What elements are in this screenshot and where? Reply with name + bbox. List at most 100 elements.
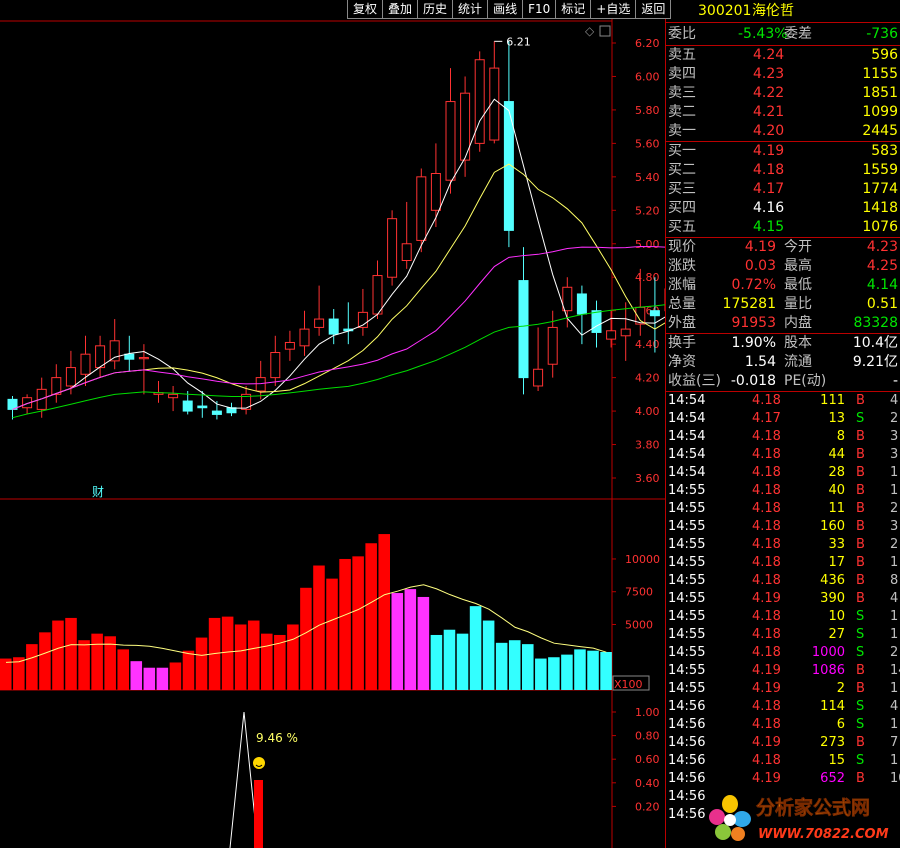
tick-list[interactable]: 14:54 4.18 111 B 4 14:54 4.17 13 S 2 14:54 4.18 8 B 3 1… — [666, 392, 900, 824]
book-volume: 1099 — [862, 104, 898, 120]
tick-time: 14:56 — [668, 771, 706, 786]
tick-time: 14:55 — [668, 519, 706, 534]
price-tick-label: 6.00 — [635, 70, 660, 83]
candle-body — [460, 92, 471, 161]
ask-row: 卖一 4.20 2445 — [666, 122, 900, 141]
volume-bar — [261, 633, 273, 690]
tick-time: 14:56 — [668, 789, 706, 804]
quote-row: 总量 175281 量比 0.51 — [666, 295, 900, 314]
fundamental-row: 收益(三) -0.018 PE(动) - — [666, 372, 900, 391]
toolbar-button-7[interactable]: +自选 — [590, 0, 637, 19]
tick-volume: 160 — [820, 519, 845, 534]
tick-row: 14:54 4.18 111 B 4 — [666, 392, 900, 410]
volume-bar — [247, 620, 260, 690]
candle-body — [518, 280, 529, 379]
toolbar-button-1[interactable]: 叠加 — [382, 0, 419, 19]
book-level-label: 卖二 — [668, 104, 696, 120]
tick-time: 14:55 — [668, 663, 706, 678]
tick-time: 14:55 — [668, 555, 706, 570]
bid-row: 买三 4.17 1774 — [666, 180, 900, 199]
book-volume: 1418 — [862, 200, 898, 216]
tick-side: B — [856, 465, 865, 480]
fundamental-value: 1.54 — [744, 354, 776, 370]
tick-time: 14:55 — [668, 573, 706, 588]
tick-count: 1 — [890, 609, 899, 624]
watermark-title: 分析家公式网 — [756, 796, 870, 819]
tick-price: 4.18 — [752, 627, 781, 642]
tick-count: 8 — [890, 573, 899, 588]
volume-bar — [287, 624, 299, 690]
tick-price: 4.19 — [752, 591, 781, 606]
toolbar-button-4[interactable]: 画线 — [487, 0, 524, 19]
toolbar-button-5[interactable]: F10 — [522, 0, 557, 19]
tick-count: 1 — [890, 753, 899, 768]
tick-time: 14:54 — [668, 429, 706, 444]
tick-time: 14:55 — [668, 483, 706, 498]
tick-row: 14:56 4.18 114 S 4 — [666, 698, 900, 716]
tick-time: 14:54 — [668, 447, 706, 462]
tick-count: 4 — [890, 699, 899, 714]
volume-tick-label: 5000 — [625, 618, 653, 631]
volume-bar — [65, 617, 77, 690]
volume-bar — [535, 658, 547, 690]
tick-side: B — [856, 393, 865, 408]
book-price: 4.20 — [753, 123, 785, 139]
chart-area[interactable]: ◇6.206.005.805.605.405.205.004.804.604.4… — [0, 0, 665, 848]
volume-bar — [574, 649, 586, 690]
book-price: 4.15 — [753, 219, 785, 235]
candle-body — [474, 59, 485, 144]
volume-bar — [600, 652, 612, 690]
tick-row: 14:55 4.18 27 S 1 — [666, 626, 900, 644]
candle-body — [489, 67, 500, 141]
book-level-label: 买二 — [668, 162, 696, 178]
fundamental-row: 换手 1.90% 股本 10.4亿 — [666, 334, 900, 353]
tick-row: 14:56 4.18 6 S 1 — [666, 716, 900, 734]
tick-price: 4.18 — [752, 555, 781, 570]
tick-row: 14:56 — [666, 806, 900, 824]
tick-count: 1 — [890, 627, 899, 642]
tick-count: 2 — [890, 645, 899, 660]
fundamental-label: PE(动) — [784, 373, 827, 389]
candle-body — [401, 243, 412, 261]
toolbar-button-0[interactable]: 复权 — [347, 0, 384, 19]
indicator-bar — [254, 780, 263, 848]
price-tick-label: 5.20 — [635, 204, 660, 217]
tick-side: B — [856, 735, 865, 750]
toolbar-button-6[interactable]: 标记 — [555, 0, 592, 19]
volume-bar — [13, 657, 25, 690]
book-price: 4.17 — [753, 181, 785, 197]
candle-body — [284, 341, 295, 350]
indicator-label: 9.46 % — [256, 731, 298, 745]
price-tick-label: 3.80 — [635, 439, 660, 452]
volume-bar — [339, 558, 351, 690]
toolbar-button-3[interactable]: 统计 — [452, 0, 489, 19]
tick-count: 10 — [890, 771, 900, 786]
smiley-icon — [253, 757, 265, 769]
volume-bar — [430, 634, 443, 690]
tick-side: B — [856, 573, 865, 588]
candle-body — [65, 367, 76, 387]
tick-count: 3 — [890, 519, 899, 534]
toolbar-button-8[interactable]: 返回 — [635, 0, 672, 19]
toolbar-button-2[interactable]: 历史 — [417, 0, 454, 19]
tick-side: S — [856, 717, 865, 732]
quote-value: 4.23 — [866, 239, 898, 255]
book-price: 4.16 — [753, 200, 785, 216]
fundamental-value: 9.21亿 — [852, 354, 898, 370]
volume-bar — [221, 616, 234, 690]
quote-label: 总量 — [668, 296, 696, 312]
tick-price: 4.18 — [752, 609, 781, 624]
tick-side: S — [856, 411, 865, 426]
tick-time: 14:55 — [668, 627, 706, 642]
bid-row: 买四 4.16 1418 — [666, 199, 900, 218]
price-tick-label: 6.20 — [635, 37, 660, 50]
tick-price: 4.18 — [752, 483, 781, 498]
candle-body — [372, 275, 383, 315]
tick-side: B — [856, 663, 865, 678]
tick-volume: 17 — [828, 555, 845, 570]
tick-side: B — [856, 681, 865, 696]
tick-row: 14:56 — [666, 788, 900, 806]
quote-value: 4.14 — [866, 277, 898, 293]
tick-row: 14:54 4.18 8 B 3 — [666, 428, 900, 446]
volume-bar — [195, 637, 208, 690]
